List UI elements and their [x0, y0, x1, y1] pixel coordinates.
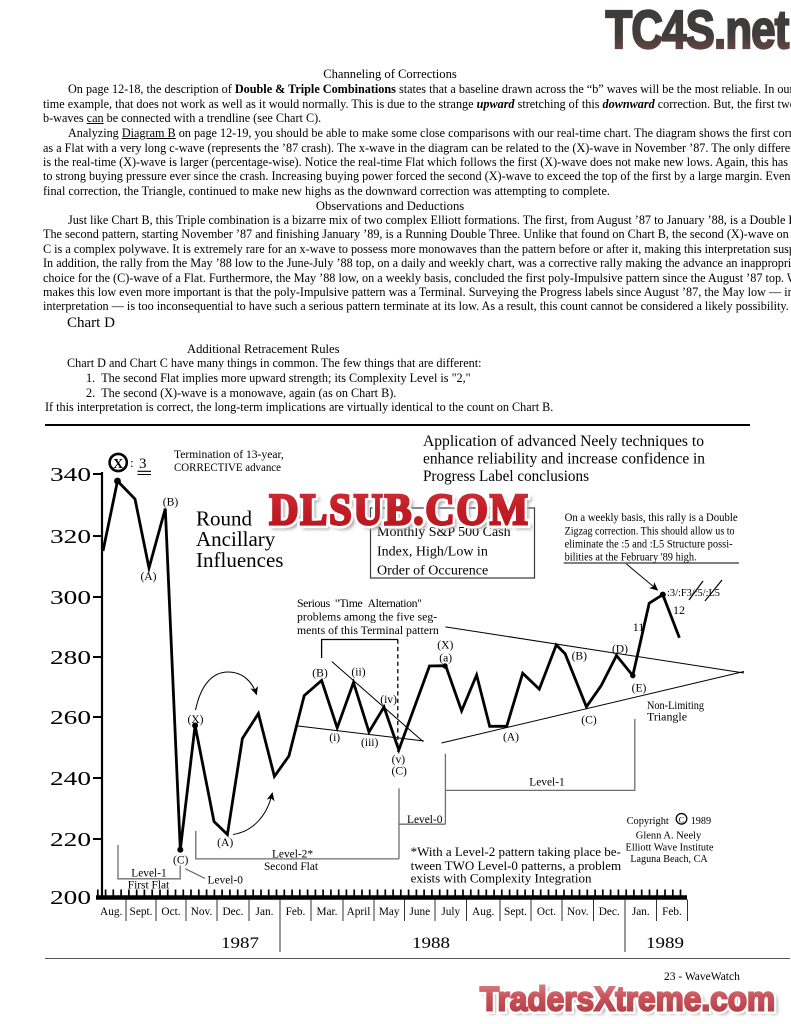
svg-text:Index, High/Low in: Index, High/Low in	[377, 545, 488, 560]
svg-text:Level-1: Level-1	[131, 868, 167, 880]
svg-text:CORRECTIVE advance: CORRECTIVE advance	[174, 461, 281, 474]
svg-text:Order of Occurence: Order of Occurence	[377, 564, 488, 579]
svg-text:enhance reliability and increa: enhance reliability and increase confide…	[423, 451, 705, 468]
svg-text:(i): (i)	[329, 731, 340, 744]
svg-text:Aug.: Aug.	[472, 906, 494, 918]
svg-text:(C): (C)	[581, 714, 597, 727]
svg-text:(C): (C)	[173, 854, 189, 867]
svg-text:bilities at the February '89 h: bilities at the February '89 high.	[565, 552, 697, 564]
svg-text:(A): (A)	[217, 836, 233, 849]
svg-text:(A): (A)	[140, 570, 156, 583]
svg-text:Elliott Wave Institute: Elliott Wave Institute	[626, 842, 714, 854]
svg-text:340: 340	[50, 464, 91, 486]
svg-text:(D): (D)	[612, 643, 628, 656]
svg-text:C: C	[679, 814, 685, 824]
svg-text:Oct.: Oct.	[537, 906, 556, 918]
svg-text:(E): (E)	[632, 682, 647, 695]
svg-text:Zigzag correction. This should: Zigzag correction. This should allow us …	[565, 526, 735, 538]
svg-text:On a weekly basis, this rally: On a weekly basis, this rally is a Doubl…	[565, 512, 738, 524]
svg-text:June: June	[409, 906, 430, 918]
svg-text:Feb.: Feb.	[286, 906, 306, 918]
svg-text:Nov.: Nov.	[191, 906, 213, 918]
svg-text:Aug.: Aug.	[100, 906, 122, 918]
svg-text:July: July	[441, 906, 460, 918]
svg-text:Serious "Time Alternation": Serious "Time Alternation"	[297, 596, 422, 610]
svg-text:Application of advanced Neely: Application of advanced Neely techniques…	[423, 433, 704, 450]
svg-text:11: 11	[633, 620, 645, 634]
svg-text:eliminate the :5 and :L5 Struc: eliminate the :5 and :L5 Structure possi…	[565, 538, 733, 550]
svg-text:(X): (X)	[437, 639, 453, 652]
svg-text:Jan.: Jan.	[632, 906, 650, 918]
svg-text:(C): (C)	[391, 765, 407, 778]
svg-text:3: 3	[139, 456, 147, 472]
svg-text:problems among the five seg-: problems among the five seg-	[297, 610, 437, 624]
svg-text:Dec.: Dec.	[222, 906, 243, 918]
svg-text:Dec.: Dec.	[599, 906, 620, 918]
svg-text:Monthly S&P 500 Cash: Monthly S&P 500 Cash	[377, 525, 511, 540]
svg-text:200: 200	[50, 887, 91, 909]
svg-text:Level-0: Level-0	[407, 814, 443, 826]
svg-text:Termination of 13-year,: Termination of 13-year,	[174, 448, 284, 461]
svg-text:DLSUB.COM: DLSUB.COM	[269, 485, 530, 534]
svg-text:First Flat: First Flat	[128, 880, 170, 892]
svg-text:DLSUB.COM: DLSUB.COM	[273, 489, 534, 538]
svg-text:TradersXtreme.com: TradersXtreme.com	[480, 979, 775, 1017]
svg-text:Second Flat: Second Flat	[264, 861, 319, 873]
svg-text:TradersXtreme.com: TradersXtreme.com	[483, 982, 778, 1020]
svg-text:(ii): (ii)	[351, 666, 365, 679]
svg-text:exists with Complexity Integra: exists with Complexity Integration	[411, 871, 592, 886]
svg-text:1987: 1987	[221, 935, 259, 952]
svg-text:220: 220	[50, 829, 91, 851]
svg-text:(X): (X)	[187, 713, 203, 726]
svg-text:(B): (B)	[572, 650, 588, 663]
svg-text:300: 300	[50, 587, 91, 609]
svg-text:Laguna Beach, CA: Laguna Beach, CA	[630, 853, 707, 865]
svg-text:Mar.: Mar.	[316, 906, 337, 918]
svg-text::: :	[130, 455, 134, 470]
svg-text:Oct.: Oct.	[161, 906, 180, 918]
svg-text:Nov.: Nov.	[567, 906, 589, 918]
svg-text:TC4S.net: TC4S.net	[605, 1, 789, 60]
svg-text:320: 320	[50, 526, 91, 548]
svg-text:280: 280	[50, 647, 91, 669]
svg-text:ments of this Terminal pattern: ments of this Terminal pattern	[297, 623, 439, 637]
svg-text:(B): (B)	[163, 496, 179, 509]
svg-text:1989: 1989	[646, 935, 684, 952]
svg-text::3/:F3/:5/:L5: :3/:F3/:5/:L5	[667, 587, 720, 599]
svg-text:(a): (a)	[439, 652, 452, 665]
svg-text:tween TWO Level-0 patterns, a: tween TWO Level-0 patterns, a problem	[411, 858, 622, 873]
svg-text:1989: 1989	[691, 815, 712, 827]
svg-text:260: 260	[50, 707, 91, 729]
svg-text:Jan.: Jan.	[256, 906, 274, 918]
svg-text:Progress Label conclusions: Progress Label conclusions	[423, 468, 589, 485]
svg-text:(iii): (iii)	[361, 736, 379, 749]
svg-text:Level-1: Level-1	[529, 777, 565, 789]
svg-text:Influences: Influences	[196, 548, 283, 572]
svg-text:Glenn A. Neely: Glenn A. Neely	[636, 830, 702, 842]
svg-text:Sept.: Sept.	[504, 906, 527, 918]
svg-text:1988: 1988	[412, 935, 450, 952]
svg-text:TradersXtreme.com: TradersXtreme.com	[480, 979, 775, 1017]
svg-text:May: May	[379, 906, 400, 918]
svg-text:Copyright: Copyright	[627, 815, 669, 827]
svg-text:April: April	[347, 906, 371, 918]
svg-text:Sept.: Sept.	[130, 906, 153, 918]
svg-text:(iv): (iv)	[380, 693, 397, 706]
svg-text:DLSUB.COM: DLSUB.COM	[269, 485, 530, 534]
svg-text:(A): (A)	[503, 731, 519, 744]
svg-text:Non-Limiting: Non-Limiting	[647, 700, 704, 712]
svg-text:(v): (v)	[392, 753, 406, 766]
svg-text:Ancillary: Ancillary	[196, 527, 276, 551]
svg-text:X: X	[113, 457, 123, 472]
svg-text:*With a Level-2 pattern taking: *With a Level-2 pattern taking place be-	[411, 844, 621, 859]
svg-text:Round: Round	[196, 507, 253, 531]
svg-text:(B): (B)	[312, 667, 328, 680]
svg-text:Level-2*: Level-2*	[272, 849, 313, 861]
svg-text:Level-0: Level-0	[208, 875, 244, 887]
svg-text:Triangle: Triangle	[647, 712, 687, 724]
svg-text:240: 240	[50, 768, 91, 790]
svg-text:Feb.: Feb.	[662, 906, 682, 918]
svg-text:12: 12	[673, 603, 685, 617]
